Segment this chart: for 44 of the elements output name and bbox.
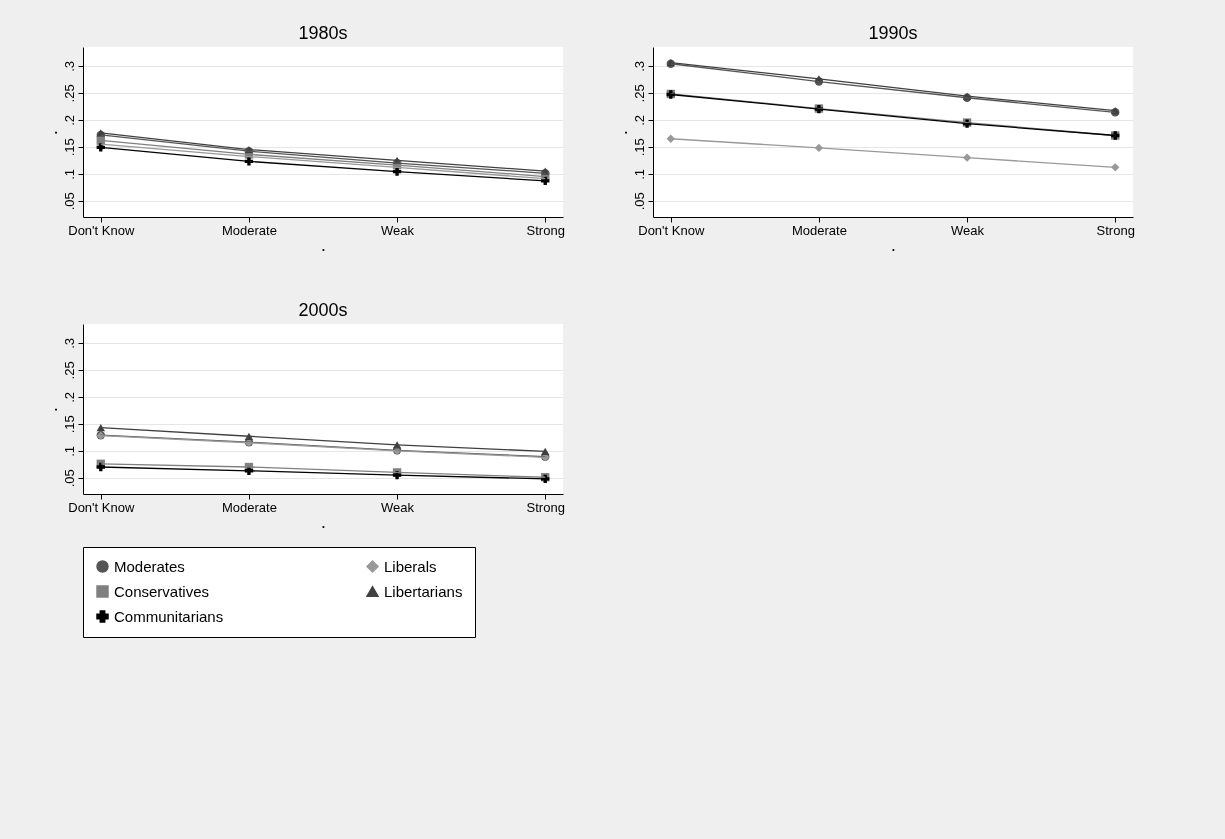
legend-label: Conservatives (114, 582, 210, 600)
x-tick-label: Strong (526, 499, 565, 515)
x-axis-title: . (321, 516, 326, 531)
y-tick-label: .1 (631, 168, 647, 180)
y-tick-label: .05 (631, 192, 647, 211)
x-tick-label: Weak (381, 499, 415, 515)
chart-title: 1990s (868, 23, 918, 43)
y-tick-label: .05 (61, 192, 77, 211)
y-tick-label: .25 (61, 361, 77, 380)
legend-label: Moderates (114, 557, 185, 575)
x-tick-label: Weak (951, 222, 985, 238)
y-axis-title: . (45, 407, 60, 412)
y-tick-label: .15 (631, 138, 647, 157)
x-tick-label: Moderate (221, 222, 277, 238)
x-tick-label: Don't Know (68, 499, 135, 515)
x-tick-label: Moderate (221, 499, 277, 515)
y-tick-label: .3 (61, 60, 77, 72)
y-tick-label: .3 (631, 60, 647, 72)
x-tick-label: Don't Know (638, 222, 705, 238)
x-tick-label: Strong (1096, 222, 1135, 238)
y-tick-label: .05 (61, 469, 77, 488)
y-axis-title: . (45, 130, 60, 135)
x-axis-title: . (891, 239, 896, 254)
x-axis-title: . (321, 239, 326, 254)
y-tick-label: .2 (61, 391, 77, 403)
x-tick-label: Don't Know (68, 222, 135, 238)
x-tick-label: Weak (381, 222, 415, 238)
chart-title: 2000s (298, 300, 348, 320)
y-tick-label: .25 (631, 84, 647, 103)
legend-label: Libertarians (384, 582, 463, 600)
y-tick-label: .2 (631, 114, 647, 126)
y-axis-title: . (615, 130, 630, 135)
y-tick-label: .1 (61, 445, 77, 457)
y-tick-label: .15 (61, 138, 77, 157)
y-tick-label: .2 (61, 114, 77, 126)
x-tick-label: Moderate (791, 222, 847, 238)
legend-label: Liberals (384, 557, 437, 575)
chart-title: 1980s (298, 23, 348, 43)
y-tick-label: .3 (61, 337, 77, 349)
y-tick-label: .25 (61, 84, 77, 103)
legend-label: Communitarians (114, 607, 224, 625)
y-tick-label: .15 (61, 415, 77, 434)
y-tick-label: .1 (61, 168, 77, 180)
x-tick-label: Strong (526, 222, 565, 238)
